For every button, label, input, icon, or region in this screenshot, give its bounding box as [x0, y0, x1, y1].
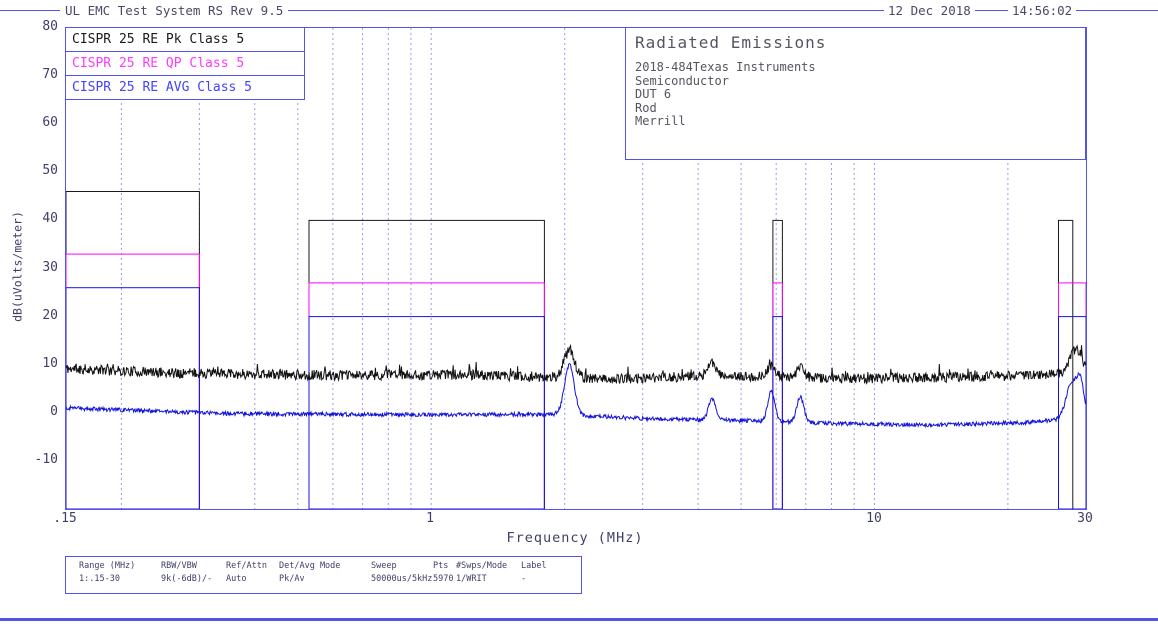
info-line: Semiconductor	[635, 73, 729, 88]
settings-value-cell: -	[521, 574, 527, 584]
info-line: Rod	[635, 100, 657, 115]
header-time: 14:56:02	[1008, 3, 1077, 18]
limit-segment	[66, 191, 200, 509]
limit-segment	[772, 316, 783, 509]
info-title: Radiated Emissions	[635, 33, 827, 52]
y-tick-label: 60	[42, 115, 58, 130]
settings-value-cell: Auto	[226, 574, 247, 584]
limit-legend: CISPR 25 RE Pk Class 5 CISPR 25 RE QP Cla…	[66, 28, 305, 100]
limit-segment	[772, 219, 783, 509]
y-tick-label: 80	[42, 19, 58, 34]
legend-item: CISPR 25 RE Pk Class 5	[66, 28, 304, 52]
peak-detector-trace	[66, 343, 1086, 385]
limit-segment	[1058, 219, 1074, 509]
app-title: UL EMC Test System RS Rev 9.5	[60, 3, 289, 18]
settings-header-cell: Sweep	[371, 561, 397, 571]
bottom-rule	[0, 618, 1158, 621]
x-tick-label: 30	[1077, 511, 1093, 526]
legend-item: CISPR 25 RE AVG Class 5	[72, 80, 253, 95]
settings-header-cell: Ref/Attn	[226, 561, 267, 571]
test-info-box: Radiated Emissions 2018-484Texas Instrum…	[625, 27, 1086, 160]
settings-value-cell: 1:.15-30	[79, 574, 120, 584]
settings-header-cell: Pts	[433, 561, 449, 571]
limit-segment	[308, 219, 545, 509]
settings-value-cell: Pk/Av	[279, 574, 305, 584]
header-rule	[0, 10, 1158, 11]
settings-value-cell: 1/WRIT	[456, 574, 487, 584]
y-tick-label: 20	[42, 308, 58, 323]
limit-segment	[1058, 316, 1086, 509]
legend-item: CISPR 25 RE QP Class 5	[66, 52, 304, 76]
y-tick-label: 10	[42, 356, 58, 371]
info-line: 2018-484Texas Instruments	[635, 60, 816, 74]
info-line: DUT 6	[635, 87, 672, 101]
x-tick-label: 1	[426, 511, 434, 526]
info-lines: 2018-484Texas Instruments Semiconductor DU…	[635, 60, 1076, 129]
y-tick-label: 0	[50, 404, 58, 419]
settings-value-cell: 50000us/5kHz	[371, 574, 433, 584]
settings-header-cell: Range (MHz)	[79, 561, 136, 571]
settings-header-cell: Label	[521, 561, 547, 571]
average-detector-trace	[66, 363, 1086, 429]
y-tick-label: -10	[34, 452, 58, 467]
x-tick-label: .15	[53, 511, 77, 526]
settings-value-cell: 9k(-6dB)/-	[161, 574, 213, 584]
limit-segment	[66, 253, 200, 509]
header-date: 12 Dec 2018	[884, 3, 975, 18]
settings-value-cell: 5970	[433, 574, 454, 584]
settings-header-cell: RBW/VBW	[161, 561, 197, 571]
settings-header-cell: Det/Avg Mode	[279, 561, 341, 571]
settings-table: Range (MHz) RBW/VBW Ref/Attn Det/Avg Mode Sw…	[65, 556, 582, 594]
limit-segment	[66, 287, 200, 509]
y-tick-label: 70	[42, 67, 58, 82]
info-line: Merrill	[635, 114, 686, 128]
x-tick-label: 10	[866, 511, 882, 526]
x-axis-title: Frequency (MHz)	[506, 530, 644, 546]
y-tick-label: 30	[42, 260, 58, 275]
y-tick-label: 50	[42, 163, 58, 178]
y-tick-label: 40	[42, 211, 58, 226]
settings-header-cell: #Swps/Mode	[456, 561, 508, 571]
